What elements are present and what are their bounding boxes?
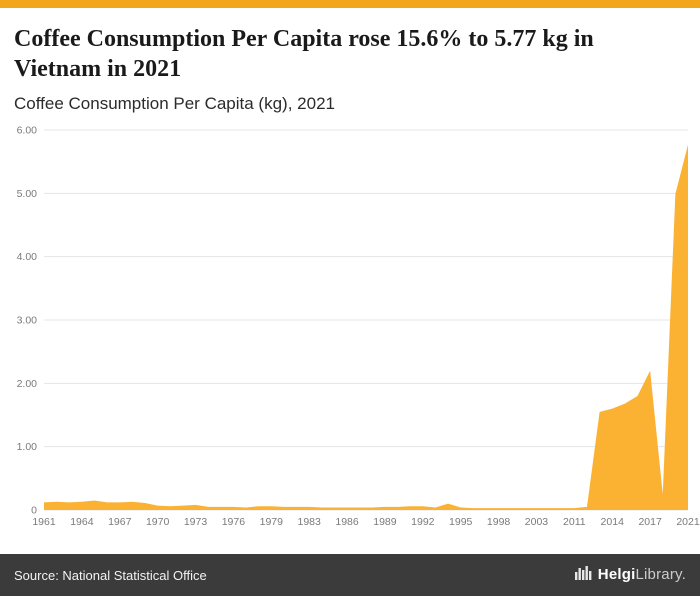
consumption-area-chart: 0 1.00 2.00 3.00 4.00 5.00 6.00 1961 1964 1967 197… (17, 125, 700, 529)
x-tick-label: 2011 (563, 516, 586, 528)
x-tick-label: 1992 (411, 516, 435, 528)
x-tick-label: 1964 (70, 516, 94, 528)
page-title: Coffee Consumption Per Capita rose 15.6%… (14, 26, 594, 82)
helgi-library-logo[interactable]: HelgiLibrary. (574, 565, 686, 585)
x-tick-label: 1970 (146, 516, 170, 528)
y-tick-label: 5.00 (17, 188, 38, 200)
area-series (44, 144, 688, 511)
y-tick-label: 0 (31, 505, 37, 517)
x-tick-label: 1989 (373, 516, 397, 528)
x-tick-label: 1998 (487, 516, 511, 528)
x-tick-label: 1961 (32, 516, 56, 528)
brand-name-primary: Helgi (597, 566, 636, 583)
x-tick-label: 2014 (601, 516, 625, 528)
x-tick-label: 1995 (449, 516, 473, 528)
x-tick-label: 1976 (222, 516, 246, 528)
y-tick-label: 6.00 (17, 125, 38, 137)
x-tick-label: 1973 (184, 516, 208, 528)
y-tick-label: 3.00 (17, 315, 38, 327)
accent-top-bar (0, 0, 700, 8)
footer-bar: Source: National Statistical Office Helg… (0, 554, 700, 596)
y-tick-label: 1.00 (17, 441, 38, 453)
x-tick-label: 1967 (108, 516, 132, 528)
y-tick-label: 2.00 (17, 378, 38, 390)
x-tick-label: 2017 (638, 516, 662, 528)
x-tick-label: 1983 (297, 516, 321, 528)
source-text: Source: National Statistical Office (14, 567, 207, 583)
x-tick-label: 2021 (676, 516, 700, 528)
x-tick-label: 2003 (525, 516, 549, 528)
chart-area-container: 0 1.00 2.00 3.00 4.00 5.00 6.00 1961 1964 1967 197… (0, 116, 700, 536)
x-tick-label: 1979 (260, 516, 284, 528)
chart-header: Coffee Consumption Per Capita rose 15.6%… (0, 8, 700, 116)
y-tick-label: 4.00 (17, 251, 38, 263)
helgi-logo-icon (574, 565, 592, 585)
chart-subtitle: Coffee Consumption Per Capita (kg), 2021 (14, 94, 335, 113)
brand-name-secondary: Library. (635, 566, 686, 583)
x-tick-label: 1986 (335, 516, 359, 528)
